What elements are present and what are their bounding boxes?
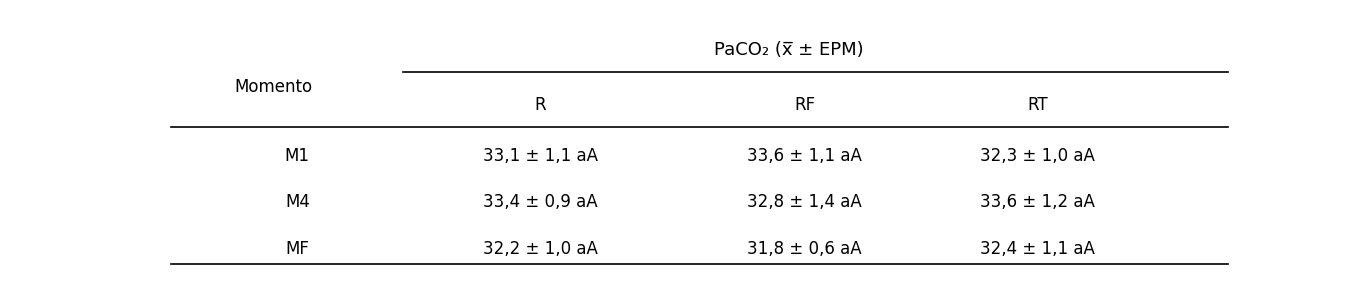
Text: RT: RT — [1027, 96, 1048, 114]
Text: M1: M1 — [285, 147, 310, 165]
Text: 32,3 ± 1,0 aA: 32,3 ± 1,0 aA — [979, 147, 1095, 165]
Text: MF: MF — [285, 240, 310, 258]
Text: R: R — [535, 96, 547, 114]
Text: RF: RF — [794, 96, 816, 114]
Text: 33,6 ± 1,2 aA: 33,6 ± 1,2 aA — [979, 193, 1095, 212]
Text: 31,8 ± 0,6 aA: 31,8 ± 0,6 aA — [747, 240, 862, 258]
Text: 32,2 ± 1,0 aA: 32,2 ± 1,0 aA — [483, 240, 597, 258]
Text: M4: M4 — [285, 193, 310, 212]
Text: 32,8 ± 1,4 aA: 32,8 ± 1,4 aA — [747, 193, 862, 212]
Text: Momento: Momento — [235, 78, 312, 96]
Text: 32,4 ± 1,1 aA: 32,4 ± 1,1 aA — [979, 240, 1095, 258]
Text: 33,1 ± 1,1 aA: 33,1 ± 1,1 aA — [483, 147, 597, 165]
Text: 33,4 ± 0,9 aA: 33,4 ± 0,9 aA — [483, 193, 597, 212]
Text: PaCO₂ (x̅ ± EPM): PaCO₂ (x̅ ± EPM) — [715, 41, 863, 59]
Text: 33,6 ± 1,1 aA: 33,6 ± 1,1 aA — [747, 147, 862, 165]
